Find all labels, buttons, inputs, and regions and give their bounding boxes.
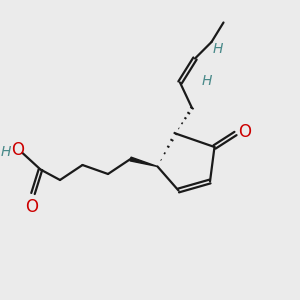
Text: O: O: [25, 198, 38, 216]
Text: H: H: [1, 145, 11, 158]
Text: H: H: [212, 43, 223, 56]
Text: O: O: [238, 123, 251, 141]
Polygon shape: [130, 157, 158, 167]
Text: O: O: [11, 141, 24, 159]
Text: H: H: [202, 74, 212, 88]
